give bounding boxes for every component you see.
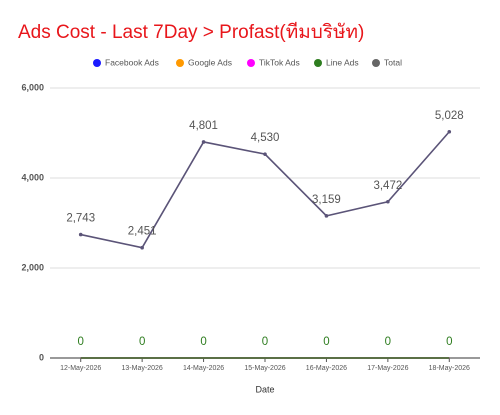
y-tick-label: 2,000 bbox=[21, 262, 44, 272]
x-tick-label: 15-May-2026 bbox=[244, 365, 285, 372]
x-tick-label: 16-May-2026 bbox=[306, 365, 347, 372]
data-point bbox=[140, 245, 144, 250]
data-label: 4,530 bbox=[251, 132, 280, 144]
x-tick-label: 13-May-2026 bbox=[122, 365, 163, 372]
data-label: 0 bbox=[262, 336, 268, 348]
data-label: 0 bbox=[446, 336, 452, 348]
data-label: 3,472 bbox=[373, 180, 402, 192]
x-tick-label: 14-May-2026 bbox=[183, 365, 224, 372]
data-label: 0 bbox=[200, 336, 206, 348]
data-label: 0 bbox=[139, 336, 145, 348]
x-axis-label: Date bbox=[255, 384, 274, 394]
data-label: 0 bbox=[323, 336, 329, 348]
data-point bbox=[263, 152, 267, 156]
chart-title: Ads Cost - Last 7Day > Profast(ทีมบริษัท… bbox=[18, 21, 364, 43]
legend-marker bbox=[372, 59, 380, 67]
data-label: 4,801 bbox=[189, 120, 218, 132]
legend-label: Google Ads bbox=[188, 57, 232, 67]
data-label: 3,159 bbox=[312, 194, 341, 206]
x-tick-label: 18-May-2026 bbox=[429, 365, 470, 372]
legend-label: Facebook Ads bbox=[105, 57, 159, 67]
y-tick-label: 4,000 bbox=[21, 172, 44, 182]
data-label: 2,743 bbox=[66, 213, 95, 225]
data-point bbox=[386, 199, 390, 204]
legend-label: Line Ads bbox=[326, 57, 359, 67]
data-point bbox=[201, 140, 206, 144]
data-label: 2,451 bbox=[128, 226, 157, 238]
data-point bbox=[447, 129, 452, 134]
data-label: 0 bbox=[385, 336, 391, 348]
legend-label: TikTok Ads bbox=[259, 57, 300, 67]
data-label: 0 bbox=[78, 336, 84, 348]
data-point bbox=[324, 214, 329, 218]
legend-label: Total bbox=[384, 57, 402, 67]
legend-marker bbox=[314, 59, 322, 67]
legend-marker bbox=[247, 59, 255, 67]
data-label: 5,028 bbox=[435, 110, 464, 122]
data-point bbox=[78, 232, 83, 237]
y-tick-label: 6,000 bbox=[21, 82, 44, 92]
legend-marker bbox=[176, 59, 184, 67]
x-tick-label: 17-May-2026 bbox=[367, 365, 408, 372]
y-tick-label: 0 bbox=[39, 352, 44, 362]
legend-marker bbox=[93, 59, 101, 67]
x-tick-label: 12-May-2026 bbox=[60, 365, 101, 372]
